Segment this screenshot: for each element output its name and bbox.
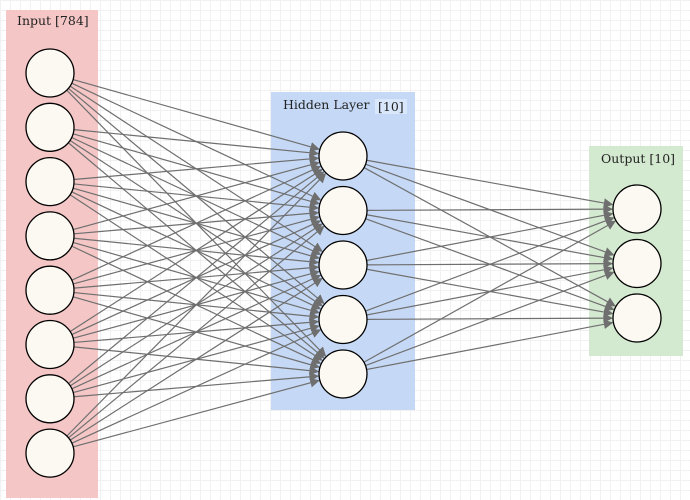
edge-hidden-4-to-output-1 (365, 216, 615, 312)
hidden-neuron-5 (318, 349, 368, 399)
edge-input-7-to-hidden-1 (68, 171, 325, 384)
input-neuron-7 (25, 374, 75, 424)
edge-hidden-5-to-output-1 (363, 220, 617, 363)
edge-hidden-2-to-output-1 (366, 204, 613, 214)
neurons (25, 48, 662, 478)
edge-input-1-to-hidden-1 (72, 78, 320, 152)
input-neuron-6 (25, 319, 75, 370)
input-neuron-2 (25, 102, 75, 152)
input-neuron-1 (25, 48, 75, 98)
edge-input-8-to-hidden-4 (71, 329, 322, 444)
input-neuron-5 (25, 265, 75, 315)
hidden-layer-size-label: [10] (375, 99, 407, 114)
edge-input-8-to-hidden-3 (69, 277, 323, 441)
hidden-neuron-3 (318, 240, 368, 290)
edge-hidden-5-to-output-3 (366, 319, 614, 371)
hidden-neuron-1 (318, 131, 368, 181)
connections (66, 78, 617, 448)
hidden-neuron-2 (318, 185, 368, 236)
input-neuron-4 (25, 211, 75, 261)
edge-hidden-5-to-output-2 (365, 270, 615, 367)
edge-hidden-3-to-output-1 (366, 210, 614, 262)
output-neuron-3 (612, 293, 662, 343)
edge-input-8-to-hidden-5 (73, 378, 320, 448)
hidden-layer-label: Hidden Layer (283, 97, 370, 112)
edge-input-4-to-hidden-1 (72, 160, 320, 231)
edge-input-6-to-hidden-1 (69, 169, 323, 333)
output-neuron-2 (612, 238, 662, 289)
edge-input-3-to-hidden-1 (73, 154, 320, 181)
edge-input-5-to-hidden-1 (71, 165, 322, 281)
edge-input-8-to-hidden-1 (66, 173, 327, 437)
input-layer-label: Input [784] (17, 13, 89, 28)
output-neuron-1 (612, 184, 662, 234)
input-neuron-3 (25, 156, 75, 207)
edge-input-2-to-hidden-1 (73, 129, 320, 158)
edge-input-8-to-hidden-2 (68, 225, 325, 439)
hidden-neuron-4 (318, 294, 368, 345)
edge-hidden-1-to-output-1 (366, 159, 614, 208)
input-neuron-8 (25, 428, 75, 478)
output-layer-label: Output [10] (601, 151, 676, 166)
